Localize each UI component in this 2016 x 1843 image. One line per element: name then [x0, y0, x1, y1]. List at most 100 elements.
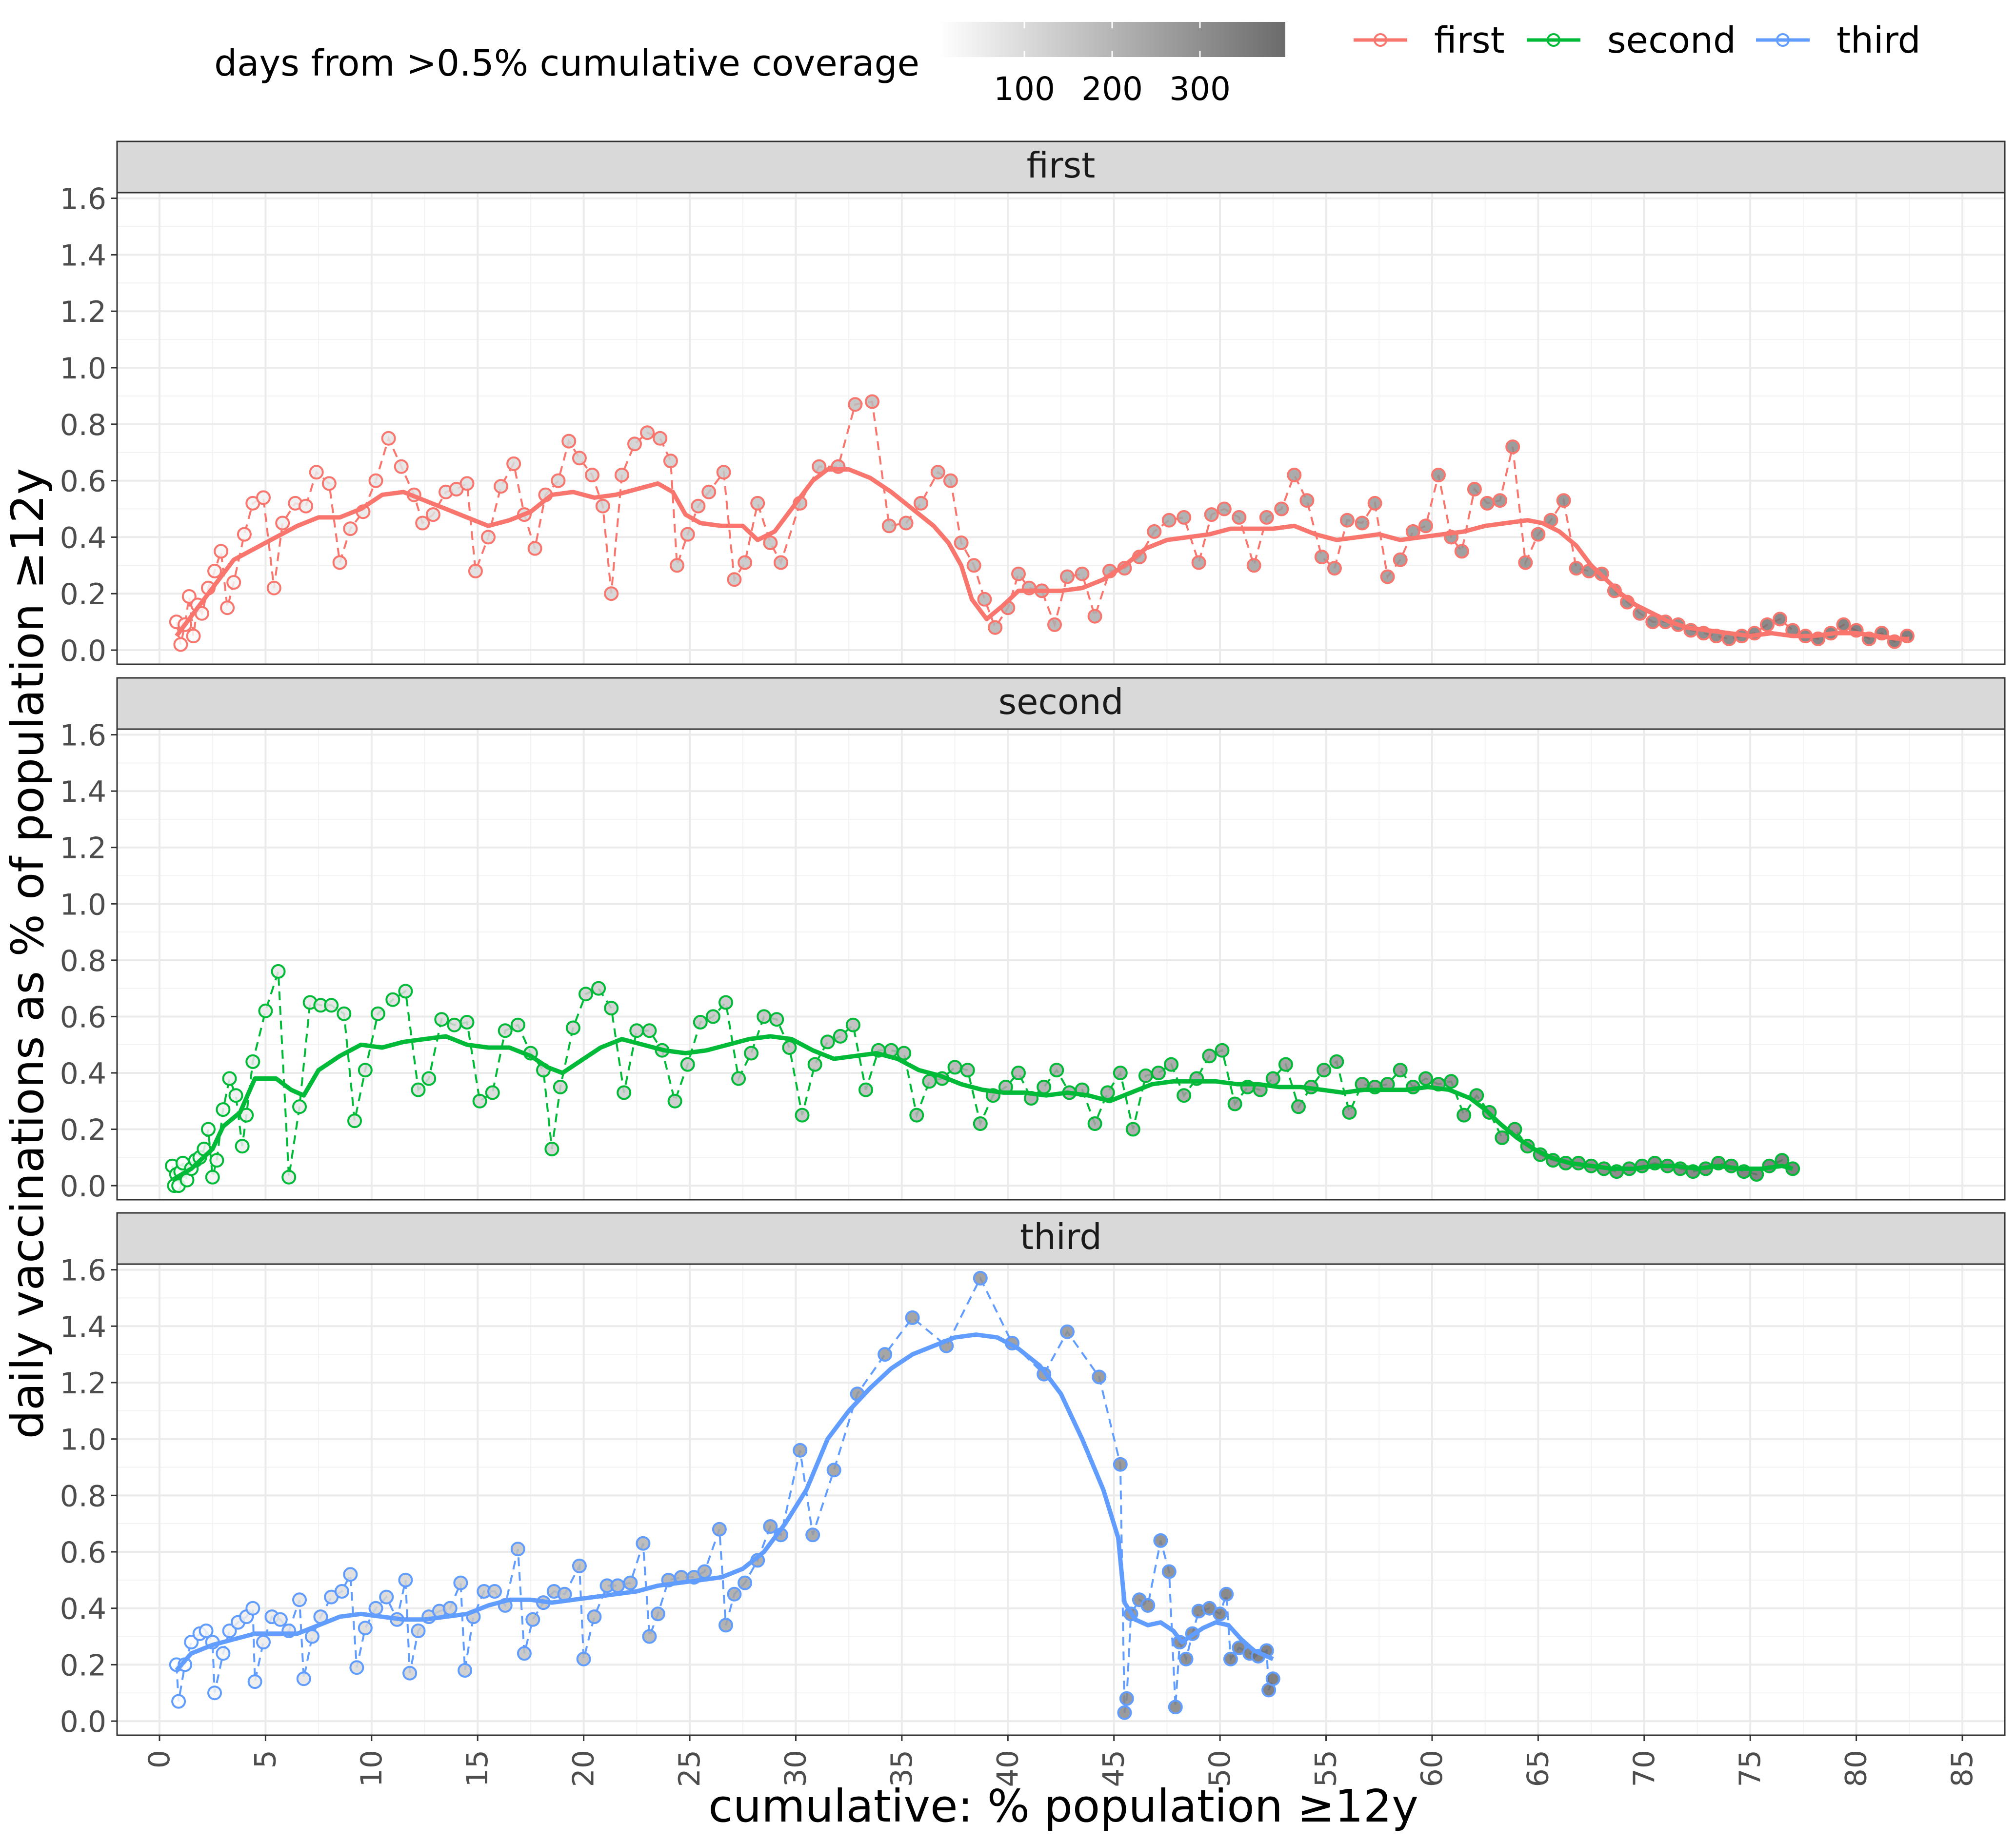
series-second-point [1138, 1068, 1153, 1083]
y-axis-title: daily vaccinations as % of population ≥1… [1, 468, 54, 1439]
series-first-point [943, 473, 958, 488]
x-tick-label: 0 [142, 1750, 177, 1768]
series-third-trend-line [175, 1332, 1274, 1672]
series-first-point [1367, 495, 1382, 511]
series-third-point [334, 1584, 349, 1599]
x-tick-label: 65 [1521, 1750, 1555, 1787]
series-second-point [680, 1057, 695, 1072]
series-first-point [256, 490, 271, 505]
series-second-point [947, 1060, 962, 1075]
series-second-point [757, 1009, 772, 1024]
series-first-point [1760, 617, 1775, 632]
series-second-point [1393, 1063, 1408, 1078]
series-first-point [1060, 569, 1075, 584]
series-first-point [1177, 510, 1192, 525]
series-second-point [845, 1017, 860, 1032]
series-second-point [228, 1088, 243, 1103]
series-second-point [1113, 1066, 1128, 1080]
series-second-point [258, 1003, 273, 1018]
series-third-point [296, 1671, 311, 1686]
series-second-point [209, 1153, 224, 1168]
series-second-point [498, 1023, 513, 1038]
series-second-point [591, 981, 606, 996]
x-tick-label: 55 [1309, 1750, 1343, 1787]
series-second-point [604, 1001, 619, 1016]
series-first-point [506, 456, 521, 471]
series-first-point [494, 479, 508, 494]
series-first-point [914, 495, 928, 511]
series-third-point [510, 1542, 525, 1557]
series-second-point [421, 1071, 437, 1086]
series-second-point [1418, 1071, 1433, 1086]
series-second-point [553, 1079, 568, 1094]
series-first-point [750, 495, 765, 511]
series-second-point [782, 1040, 797, 1055]
series-first-point [954, 535, 969, 550]
y-tick-label: 1.2 [60, 832, 106, 866]
x-tick-label: 75 [1733, 1750, 1767, 1787]
y-tick-label: 1.0 [60, 888, 106, 922]
y-tick-label: 0.0 [60, 1705, 106, 1739]
y-tick-label: 1.2 [60, 1367, 106, 1401]
series-second-point [807, 1057, 822, 1072]
series-first-point [653, 431, 668, 446]
series-first-point [691, 498, 706, 514]
series-first-point [551, 473, 566, 488]
series-third-point [343, 1567, 358, 1582]
y-tick-label: 0.2 [60, 1113, 106, 1148]
series-first-point [640, 425, 655, 440]
series-second-point [1227, 1096, 1242, 1111]
series-third-point [184, 1635, 199, 1650]
series-second-point [795, 1108, 810, 1123]
series-first-point [738, 555, 753, 570]
series-second-point [629, 1023, 644, 1038]
series-second-point [324, 998, 339, 1013]
y-tick-label: 0.6 [60, 1536, 106, 1570]
series-second-point [235, 1139, 250, 1154]
series-second-point [858, 1082, 873, 1097]
series-third-point [697, 1564, 712, 1579]
facet-strip [116, 1212, 2006, 1265]
series-second-point [719, 995, 733, 1010]
series-second-point [667, 1093, 682, 1109]
series-second-point [358, 1063, 373, 1078]
series-third-point [727, 1586, 742, 1602]
series-third-point [411, 1624, 426, 1638]
series-third-point [487, 1584, 502, 1599]
series-first-point [988, 620, 1003, 635]
series-second-point [1125, 1122, 1140, 1137]
series-second-point [485, 1085, 500, 1100]
series-third-point [793, 1443, 808, 1458]
series-third-point [826, 1463, 841, 1478]
y-tick-label: 0.4 [60, 521, 106, 555]
series-third-point [1223, 1651, 1238, 1666]
series-first-point [1232, 510, 1247, 525]
series-second-point [1444, 1074, 1459, 1089]
x-tick-label: 5 [248, 1750, 282, 1768]
gradient-legend-title: days from >0.5% cumulative coverage [214, 42, 919, 84]
x-tick-label: 35 [885, 1750, 919, 1787]
series-first-point [1246, 558, 1261, 573]
series-first-point [1773, 612, 1788, 627]
series-third-point [1113, 1457, 1128, 1472]
x-tick-label: 70 [1627, 1750, 1661, 1787]
series-second-point [1202, 1049, 1217, 1064]
y-tick-label: 1.6 [60, 1254, 106, 1288]
y-tick-label: 0.4 [60, 1592, 106, 1626]
series-first-point [881, 518, 897, 534]
y-tick-label: 0.4 [60, 1057, 106, 1091]
series-first-point [595, 498, 610, 514]
series-first-point [1556, 493, 1571, 508]
series-third-point [587, 1609, 602, 1625]
series-second-point [909, 1108, 924, 1123]
series-first-point [468, 563, 483, 578]
series-first-point [865, 394, 879, 409]
x-axis-title: cumulative: % population ≥12y [708, 1780, 1418, 1832]
series-second-point [271, 964, 286, 979]
x-tick-label: 85 [1945, 1750, 1979, 1787]
series-first-point [627, 436, 642, 452]
x-tick-label: 20 [567, 1750, 601, 1787]
series-second-point [398, 984, 413, 999]
series-third-point [636, 1536, 651, 1551]
